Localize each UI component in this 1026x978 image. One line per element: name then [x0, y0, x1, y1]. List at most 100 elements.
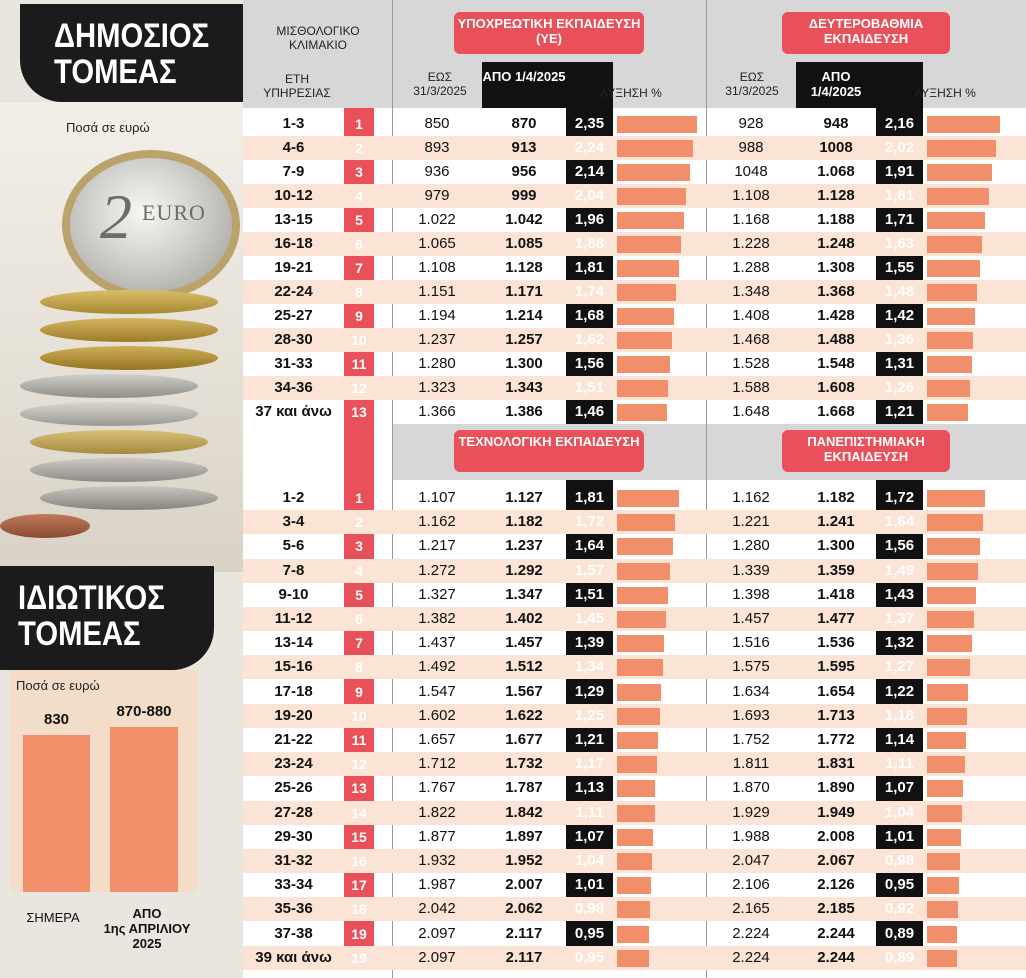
value-until-cell: 1.516	[732, 634, 770, 652]
value-until-cell: 979	[424, 187, 450, 204]
table-row: 21-22 11 1.657 1.677 1,21 1.752 1.772 1,14	[243, 728, 1026, 752]
table-row: 37 και άνω 13 1.366 1.386 1,46 1.648 1.668 1,21	[243, 400, 1026, 424]
private-category-line: 2025	[132, 936, 162, 951]
increase-bar	[927, 586, 976, 604]
step-cell: 3	[355, 538, 363, 555]
table-row: 28-30 10 1.237 1.257 1,62 1.468 1.488 1,36	[243, 328, 1026, 352]
private-bar-category: ΣΗΜΕΡΑ	[14, 910, 92, 925]
increase-cell: 0,89	[884, 948, 915, 966]
value-until-cell: 936	[424, 163, 450, 180]
value-until-cell: 928	[738, 115, 764, 132]
value-from-cell: 1.068	[817, 163, 855, 180]
value-until-cell: 1.693	[732, 706, 770, 724]
increase-bar	[617, 949, 649, 967]
increase-bar	[927, 683, 968, 701]
increase-cell: 2,16	[884, 115, 915, 132]
value-until-cell: 1.575	[732, 658, 770, 676]
value-from-cell: 1.308	[817, 259, 855, 276]
private-bar-category: ΑΠΟ 1ης ΑΠΡΙΛΙΟΥ 2025	[102, 906, 192, 951]
increase-bar	[617, 140, 693, 157]
increase-bar	[927, 164, 992, 181]
table-row: 25-27 9 1.194 1.214 1,68 1.408 1.428 1,42	[243, 304, 1026, 328]
table-row: 1-2 1 1.107 1.127 1,81 1.162 1.182 1,72	[243, 486, 1026, 510]
years-cell: 27-28	[274, 803, 313, 821]
value-until-cell: 1.107	[418, 489, 456, 506]
increase-cell: 1,64	[574, 537, 605, 555]
years-cell: 33-34	[274, 876, 313, 894]
increase-bar	[617, 611, 666, 628]
increase-bar	[617, 756, 657, 774]
increase-bar	[617, 828, 653, 846]
value-until-cell: 1.162	[418, 513, 456, 531]
increase-cell: 1,63	[884, 235, 915, 252]
private-sector-title: ΙΔΙΩΤΙΚΟΣ ΤΟΜΕΑΣ	[0, 566, 214, 670]
value-from-cell: 2.067	[817, 852, 855, 869]
increase-cell: 1,21	[574, 731, 605, 748]
increase-cell: 1,18	[884, 706, 915, 724]
value-until-cell: 1.648	[732, 403, 770, 420]
increase-cell: 1,34	[574, 658, 605, 676]
private-category-line: ΑΠΟ	[132, 906, 162, 921]
increase-bar	[927, 949, 957, 967]
increase-cell: 1,42	[884, 307, 915, 324]
years-cell: 28-30	[274, 331, 313, 348]
years-cell: 21-22	[274, 731, 313, 748]
increase-cell: 1,81	[574, 489, 605, 506]
increase-cell: 1,01	[884, 827, 915, 845]
years-cell: 37 και άνω	[255, 403, 332, 420]
increase-bar	[617, 404, 667, 421]
increase-cell: 1,74	[574, 283, 605, 300]
value-from-cell: 1008	[819, 139, 853, 156]
step-cell: 13	[351, 780, 367, 797]
coin-stack-layer	[40, 346, 218, 370]
table-row: 13-15 5 1.022 1.042 1,96 1.168 1.188 1,71	[243, 208, 1026, 232]
value-until-cell: 1.168	[732, 211, 770, 228]
increase-cell: 1,55	[884, 259, 915, 276]
value-from-cell: 999	[511, 187, 537, 204]
private-category-line: ΣΗΜΕΡΑ	[26, 910, 80, 925]
increase-bar	[617, 562, 670, 580]
coin-stack-layer	[0, 514, 90, 538]
increase-cell: 1,71	[884, 211, 915, 228]
value-until-cell: 1.588	[732, 379, 770, 396]
years-cell: 15-16	[274, 658, 313, 676]
increase-cell: 1,37	[884, 610, 915, 627]
value-until-cell: 893	[424, 139, 450, 156]
value-until-cell: 1.468	[732, 331, 770, 348]
value-from-cell: 913	[511, 139, 537, 156]
years-cell: 23-24	[274, 755, 313, 773]
increase-cell: 1,56	[574, 355, 605, 372]
increase-cell: 1,81	[574, 259, 605, 276]
value-until-cell: 2.165	[732, 900, 770, 918]
private-amounts-note: Ποσά σε ευρώ	[16, 678, 100, 693]
table-row: 5-6 3 1.217 1.237 1,64 1.280 1.300 1,56	[243, 534, 1026, 558]
increase-bar	[927, 901, 958, 919]
years-cell: 3-4	[282, 513, 305, 531]
increase-bar	[617, 284, 676, 301]
table-row: 13-14 7 1.437 1.457 1,39 1.516 1.536 1,32	[243, 631, 1026, 655]
increase-cell: 1,04	[574, 852, 605, 869]
increase-bar	[927, 404, 968, 421]
increase-cell: 2,14	[574, 163, 605, 180]
value-from-cell: 1.831	[817, 755, 855, 773]
value-from-cell: 1.952	[505, 852, 543, 869]
value-until-cell: 1.634	[732, 682, 770, 700]
column-divider	[392, 0, 393, 978]
years-cell: 25-27	[274, 307, 313, 324]
increase-cell: 1,46	[574, 403, 605, 420]
value-until-cell: 1.221	[732, 513, 770, 531]
increase-bar	[927, 188, 989, 205]
value-until-cell: 1.767	[418, 779, 456, 797]
years-cell: 9-10	[278, 585, 309, 603]
value-from-cell: 1.386	[505, 403, 543, 420]
increase-bar	[927, 308, 975, 325]
step-cell: 3	[355, 164, 363, 180]
value-until-cell: 1.752	[732, 731, 770, 748]
increase-cell: 0,89	[884, 924, 915, 942]
value-until-cell: 1.108	[418, 259, 456, 276]
value-until-cell: 1.822	[418, 803, 456, 821]
value-until-cell: 1.870	[732, 779, 770, 797]
increase-cell: 0,95	[574, 948, 605, 966]
increase-cell: 1,36	[884, 331, 915, 348]
table-row: 31-33 11 1.280 1.300 1,56 1.528 1.548 1,31	[243, 352, 1026, 376]
